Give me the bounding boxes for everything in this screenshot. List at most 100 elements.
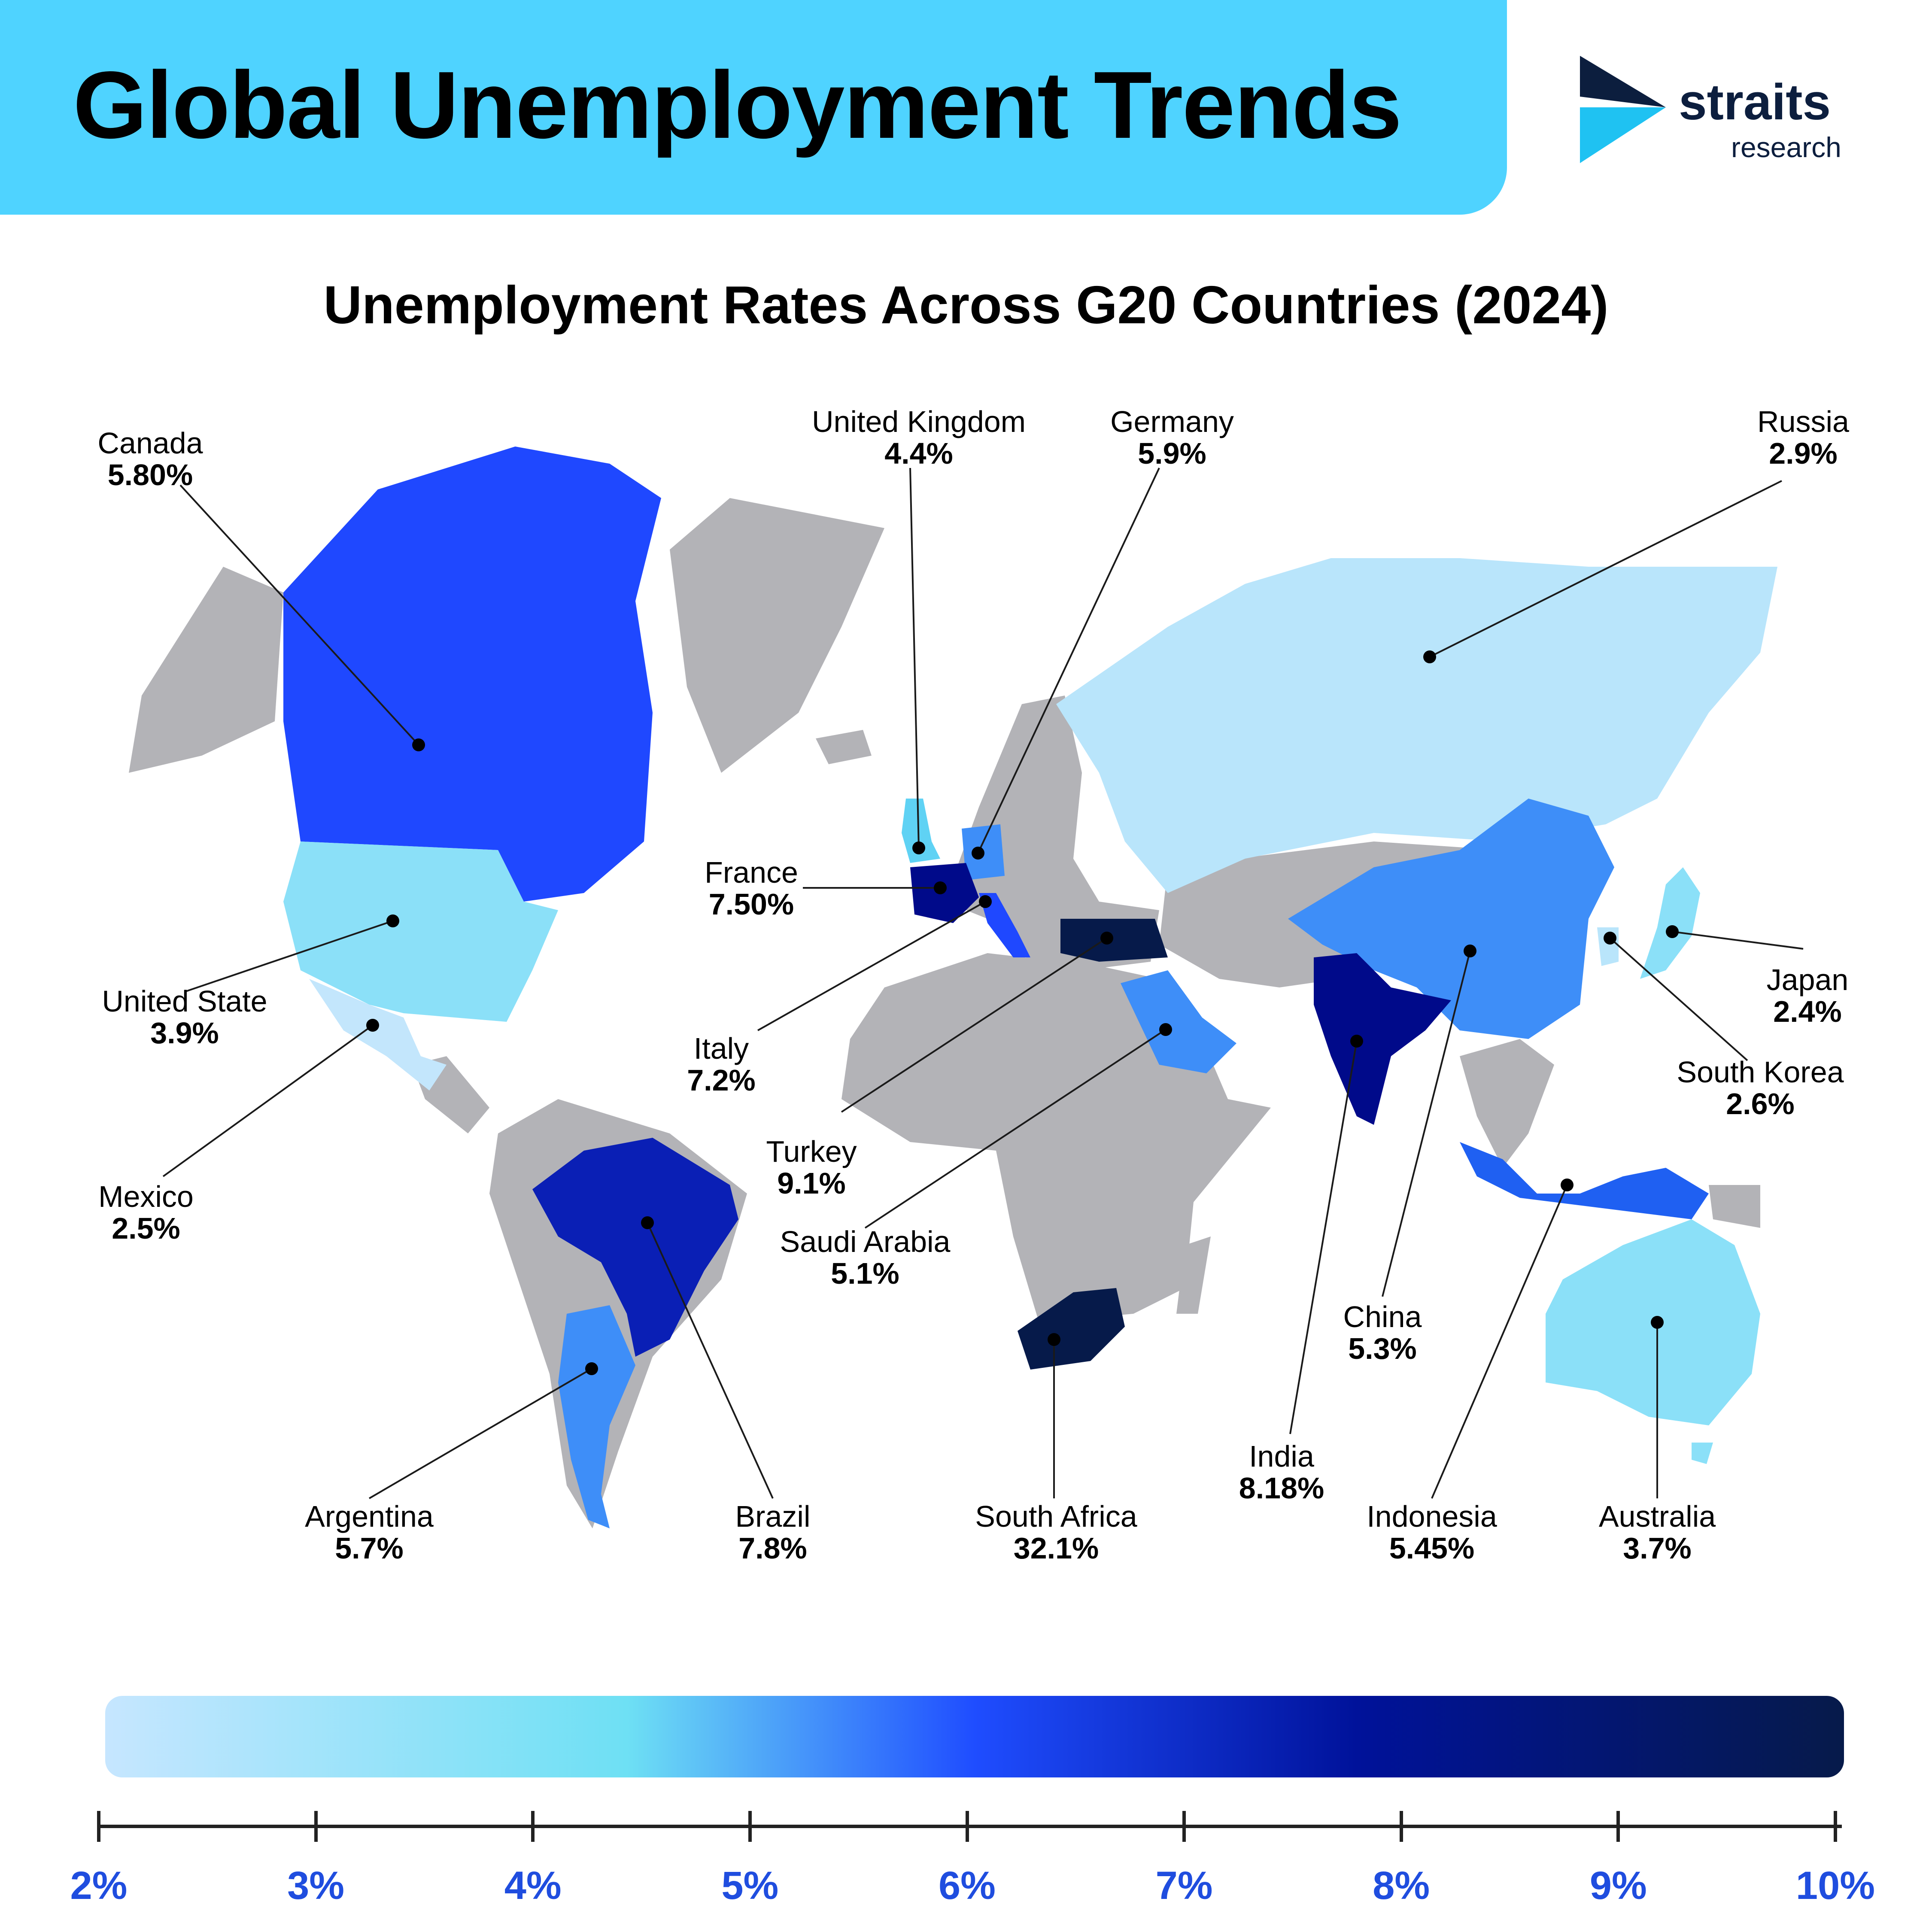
alaska-shape xyxy=(129,567,283,773)
legend-tick-label: 3% xyxy=(287,1864,345,1908)
country-name: China xyxy=(1343,1300,1422,1334)
label-australia: Australia 3.7% xyxy=(1599,1501,1716,1564)
label-united-kingdom: United Kingdom 4.4% xyxy=(812,406,1026,469)
marker-canada xyxy=(412,738,425,751)
country-argentina xyxy=(558,1305,635,1528)
tasmania-shape xyxy=(1692,1443,1713,1464)
country-name: France xyxy=(705,856,798,889)
country-rate: 3.7% xyxy=(1623,1531,1692,1565)
legend-tick-label: 8% xyxy=(1373,1864,1430,1908)
country-uk xyxy=(902,799,940,863)
marker-argentina xyxy=(585,1362,598,1375)
leader-line-russia xyxy=(1429,480,1782,658)
country-india xyxy=(1314,953,1451,1125)
marker-china xyxy=(1464,945,1476,957)
leader-line-canada xyxy=(179,484,419,746)
label-south-africa: South Africa 32.1% xyxy=(975,1501,1137,1564)
country-name: Argentina xyxy=(305,1500,434,1533)
legend-tick xyxy=(97,1811,100,1842)
countries-layer xyxy=(283,447,1777,1528)
country-rate: 5.80% xyxy=(107,458,193,492)
country-name: Saudi Arabia xyxy=(780,1225,951,1258)
country-name: India xyxy=(1249,1440,1314,1473)
country-rate: 9.1% xyxy=(777,1166,846,1200)
label-china: China 5.3% xyxy=(1343,1301,1422,1364)
marker-australia xyxy=(1651,1316,1664,1329)
country-rate: 2.6% xyxy=(1726,1087,1795,1121)
leader-line-brazil xyxy=(647,1222,774,1499)
iceland-shape xyxy=(816,730,872,764)
legend-tick-label: 10% xyxy=(1795,1864,1875,1908)
country-china xyxy=(1288,799,1614,1039)
leader-line-germany xyxy=(977,468,1160,854)
country-name: Russia xyxy=(1757,405,1849,438)
label-united-state: United State 3.9% xyxy=(102,985,267,1049)
logo-icon xyxy=(1580,56,1666,163)
country-rate: 5.9% xyxy=(1138,437,1206,470)
leader-line-saudi-arabia xyxy=(864,1029,1166,1229)
legend-tick xyxy=(1616,1811,1620,1842)
label-south-korea: South Korea 2.6% xyxy=(1677,1056,1844,1120)
marker-turkey xyxy=(1100,932,1113,945)
country-japan xyxy=(1640,867,1700,979)
label-mexico: Mexico 2.5% xyxy=(98,1181,194,1244)
country-name: Brazil xyxy=(735,1500,811,1533)
page-title: Global Unemployment Trends xyxy=(73,52,1402,158)
country-canada xyxy=(283,447,661,902)
country-rate: 2.9% xyxy=(1769,437,1838,470)
legend-tick xyxy=(1834,1811,1837,1842)
leader-line-united-state xyxy=(184,920,393,993)
country-mexico xyxy=(309,979,447,1091)
country-name: Japan xyxy=(1766,963,1849,996)
legend-tick-label: 4% xyxy=(504,1864,562,1908)
country-name: South Korea xyxy=(1677,1055,1844,1089)
country-usa xyxy=(283,841,558,1022)
leader-line-united-kingdom xyxy=(909,468,920,848)
country-rate: 4.4% xyxy=(884,437,953,470)
color-scale-bar xyxy=(105,1696,1844,1777)
label-italy: Italy 7.2% xyxy=(687,1033,756,1096)
leader-lines-layer xyxy=(162,468,1804,1499)
label-france: France 7.50% xyxy=(705,857,798,920)
label-russia: Russia 2.9% xyxy=(1757,406,1849,469)
country-rate: 7.8% xyxy=(738,1531,807,1565)
country-indonesia xyxy=(1460,1142,1709,1219)
leader-line-india xyxy=(1289,1041,1358,1434)
legend-tick xyxy=(965,1811,969,1842)
title-banner: Global Unemployment Trends xyxy=(0,0,1507,215)
label-brazil: Brazil 7.8% xyxy=(735,1501,810,1564)
marker-indonesia xyxy=(1561,1179,1574,1191)
country-rate: 5.45% xyxy=(1389,1531,1475,1565)
country-name: United Kingdom xyxy=(811,405,1026,438)
country-brazil xyxy=(532,1138,738,1357)
legend-tick-label: 6% xyxy=(939,1864,996,1908)
legend-tick-label: 7% xyxy=(1155,1864,1213,1908)
legend-tick xyxy=(314,1811,318,1842)
country-name: Turkey xyxy=(766,1135,857,1168)
legend-tick xyxy=(1399,1811,1403,1842)
country-rate: 32.1% xyxy=(1013,1531,1099,1565)
country-name: Australia xyxy=(1598,1500,1716,1533)
country-rate: 7.50% xyxy=(708,887,794,921)
marker-south-korea xyxy=(1604,932,1616,945)
legend-tick-label: 9% xyxy=(1589,1864,1647,1908)
country-name: United State xyxy=(102,984,267,1018)
country-name: Mexico xyxy=(98,1180,194,1213)
legend-tick xyxy=(1182,1811,1186,1842)
label-turkey: Turkey 9.1% xyxy=(766,1136,857,1199)
marker-united-kingdom xyxy=(912,841,925,854)
png-shape xyxy=(1709,1185,1760,1228)
brand-logo: straits research xyxy=(1580,56,1872,167)
country-name: Italy xyxy=(693,1032,749,1065)
legend-tick-label: 2% xyxy=(70,1864,128,1908)
marker-india xyxy=(1350,1035,1363,1048)
country-name: Indonesia xyxy=(1367,1500,1497,1533)
country-france xyxy=(910,863,979,923)
country-rate: 3.9% xyxy=(150,1016,219,1050)
marker-south-africa xyxy=(1048,1333,1060,1346)
leader-line-mexico xyxy=(162,1024,374,1177)
legend-tick-label: 5% xyxy=(721,1864,779,1908)
label-india: India 8.18% xyxy=(1239,1440,1324,1504)
label-germany: Germany 5.9% xyxy=(1110,406,1234,469)
